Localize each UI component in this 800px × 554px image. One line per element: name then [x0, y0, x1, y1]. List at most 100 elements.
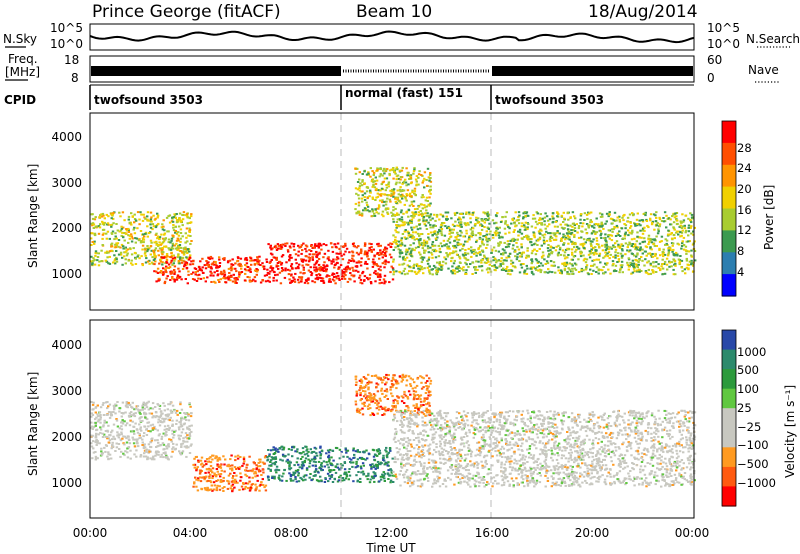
data-cell	[692, 270, 695, 273]
data-cell	[678, 225, 681, 228]
data-cell	[462, 216, 465, 219]
data-cell	[128, 234, 132, 237]
data-cell	[527, 223, 530, 226]
data-cell	[204, 267, 208, 270]
data-cell	[635, 263, 638, 266]
data-cell	[275, 258, 278, 261]
data-cell	[537, 260, 540, 263]
data-cell	[227, 463, 230, 466]
data-cell	[178, 245, 181, 248]
data-cell	[465, 229, 468, 232]
data-cell	[468, 236, 471, 239]
data-cell	[357, 211, 361, 214]
data-cell	[149, 441, 153, 444]
data-cell	[209, 480, 212, 482]
data-cell	[128, 439, 131, 441]
data-cell	[216, 484, 219, 487]
data-cell	[244, 272, 247, 275]
data-cell	[278, 271, 282, 274]
data-cell	[683, 268, 687, 271]
data-cell	[372, 449, 376, 452]
data-cell	[180, 424, 184, 427]
data-cell	[267, 476, 270, 479]
data-cell	[227, 482, 231, 485]
data-cell	[399, 190, 402, 193]
data-cell	[101, 228, 105, 231]
data-cell	[458, 224, 461, 227]
data-cell	[272, 270, 276, 273]
data-cell	[189, 405, 192, 408]
data-cell	[144, 450, 148, 453]
data-cell	[382, 169, 385, 172]
data-cell	[618, 271, 621, 274]
data-cell	[159, 414, 163, 417]
data-cell	[610, 247, 613, 250]
data-cell	[187, 414, 190, 417]
data-cell	[218, 262, 222, 264]
data-cell	[306, 278, 309, 281]
data-cell	[395, 221, 399, 223]
data-cell	[391, 214, 394, 217]
data-cell	[215, 480, 218, 482]
data-cell	[566, 232, 569, 235]
data-cell	[421, 241, 424, 244]
data-cell	[414, 271, 417, 274]
data-cell	[395, 231, 398, 234]
data-cell	[451, 223, 455, 226]
data-cell	[167, 443, 170, 446]
data-cell	[106, 435, 109, 438]
data-cell	[627, 243, 630, 246]
data-cell	[315, 452, 318, 455]
data-cell	[97, 264, 101, 267]
data-cell	[522, 263, 525, 265]
data-cell	[347, 478, 350, 481]
data-cell	[385, 454, 389, 457]
data-cell	[304, 445, 307, 448]
data-cell	[178, 275, 182, 278]
data-cell	[302, 268, 305, 271]
data-cell	[123, 232, 126, 234]
data-cell	[403, 236, 406, 239]
data-cell	[310, 272, 314, 275]
data-cell	[497, 259, 501, 262]
data-cell	[594, 246, 597, 249]
data-cell	[391, 457, 394, 460]
data-cell	[377, 448, 380, 451]
data-cell	[374, 280, 377, 283]
data-cell	[443, 234, 447, 237]
data-cell	[251, 470, 254, 473]
data-cell	[419, 210, 422, 212]
data-cell	[245, 463, 249, 466]
data-cell	[635, 246, 638, 249]
data-cell	[428, 265, 431, 268]
data-cell	[566, 228, 570, 231]
data-cell	[182, 214, 185, 216]
data-cell	[313, 253, 316, 256]
data-cell	[114, 246, 118, 249]
data-cell	[539, 213, 542, 216]
data-cell	[179, 256, 182, 259]
data-cell	[178, 218, 181, 221]
data-cell	[480, 265, 484, 268]
cpid-segment-2: normal (fast) 151	[345, 86, 463, 100]
data-cell	[239, 479, 242, 482]
data-cell	[314, 465, 317, 468]
data-cell	[670, 265, 673, 268]
data-cell	[322, 460, 326, 463]
data-cell	[373, 214, 377, 217]
data-cell	[530, 244, 534, 247]
data-cell	[295, 480, 298, 483]
data-cell	[331, 278, 335, 281]
data-cell	[166, 415, 170, 418]
data-cell	[657, 266, 660, 269]
data-cell	[471, 213, 474, 216]
data-cell	[162, 402, 165, 405]
data-cell	[392, 240, 395, 243]
power-panel: 1000 2000 3000 4000 Slant Range [km] 28 …	[26, 112, 776, 311]
data-cell	[305, 245, 309, 248]
data-cell	[392, 177, 395, 180]
data-cell	[161, 417, 164, 420]
data-cell	[275, 256, 278, 259]
data-cell	[408, 204, 412, 207]
data-cell	[334, 282, 337, 285]
